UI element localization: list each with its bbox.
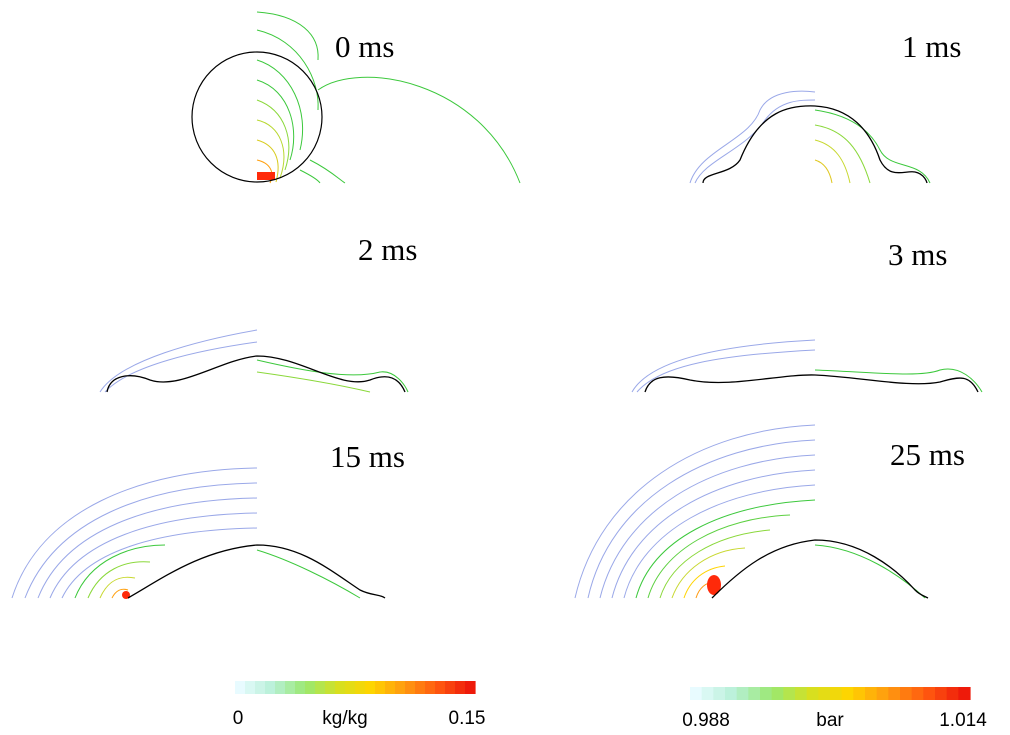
colorbar-swatch: [923, 687, 936, 700]
colorbar-swatch: [958, 687, 971, 700]
colorbar-swatch: [275, 681, 286, 694]
colorbar-swatches: [690, 687, 971, 700]
time-label: 0 ms: [335, 29, 394, 64]
colorbar-swatch: [445, 681, 456, 694]
colorbar-swatch: [888, 687, 901, 700]
colorbar-swatch: [295, 681, 306, 694]
colorbar-swatch: [911, 687, 924, 700]
colorbar-swatch: [701, 687, 714, 700]
colorbar-unit-label: kg/kg: [322, 708, 367, 729]
colorbar-swatches: [235, 681, 476, 694]
colorbar-swatch: [900, 687, 913, 700]
colorbar-swatch: [355, 681, 366, 694]
panel-25ms: 25 ms: [574, 424, 965, 599]
colorbar-swatch: [713, 687, 726, 700]
hot-spot: [257, 172, 275, 180]
colorbar-swatch: [748, 687, 761, 700]
colorbar-swatch: [946, 687, 959, 700]
vapor-contours: [74, 544, 361, 599]
colorbar-unit-label: bar: [816, 710, 844, 731]
time-label: 2 ms: [358, 232, 417, 267]
bubble-interface: [191, 51, 323, 183]
colorbar-swatch: [315, 681, 326, 694]
panel-1ms: 1 ms: [689, 29, 961, 184]
hot-spot: [122, 591, 130, 599]
colorbar-swatch: [365, 681, 376, 694]
colorbar-swatch: [690, 687, 703, 700]
colorbar-swatch: [385, 681, 396, 694]
bubble-interface: [711, 539, 929, 599]
colorbar-swatch: [395, 681, 406, 694]
colorbar-swatch: [345, 681, 356, 694]
time-label: 15 ms: [330, 439, 405, 474]
colorbar-swatch: [455, 681, 466, 694]
bubble-interface: [106, 355, 406, 393]
colorbar-swatch: [760, 687, 773, 700]
colorbar-max-label: 0.15: [449, 708, 486, 729]
panel-0ms: 0 ms: [191, 11, 521, 184]
colorbar-swatch: [865, 687, 878, 700]
colorbar-swatch: [771, 687, 784, 700]
panel-3ms: 3 ms: [631, 237, 983, 393]
colorbar-swatch: [375, 681, 386, 694]
time-label: 3 ms: [888, 237, 947, 272]
colorbar-pressure: 0.988 bar 1.014: [682, 687, 987, 731]
colorbar-swatch: [435, 681, 446, 694]
time-label: 25 ms: [890, 437, 965, 472]
colorbar-swatch: [265, 681, 276, 694]
colorbar-swatch: [245, 681, 256, 694]
colorbar-swatch: [405, 681, 416, 694]
colorbar-swatch: [935, 687, 948, 700]
colorbar-swatch: [285, 681, 296, 694]
colorbar-swatch: [325, 681, 336, 694]
colorbar-swatch: [876, 687, 889, 700]
pressure-contours: [631, 339, 816, 393]
bubble-interface: [644, 374, 979, 393]
colorbar-swatch: [795, 687, 808, 700]
colorbar-max-label: 1.014: [939, 710, 987, 731]
pressure-contours: [99, 329, 258, 393]
colorbar-min-label: 0.988: [682, 710, 730, 731]
colorbar-swatch: [415, 681, 426, 694]
colorbar-swatch: [830, 687, 843, 700]
colorbar-swatch: [818, 687, 831, 700]
colorbar-swatch: [465, 681, 476, 694]
colorbar-swatch: [235, 681, 246, 694]
bubble-interface: [702, 105, 928, 184]
time-label: 1 ms: [902, 29, 961, 64]
colorbar-swatch: [841, 687, 854, 700]
colorbar-swatch: [853, 687, 866, 700]
pressure-contours: [574, 424, 816, 599]
colorbar-swatch: [425, 681, 436, 694]
colorbar-swatch: [255, 681, 266, 694]
colorbar-swatch: [305, 681, 316, 694]
colorbar-min-label: 0: [233, 708, 244, 729]
panel-2ms: 2 ms: [99, 232, 417, 393]
colorbar-vapor: 0 kg/kg 0.15: [233, 681, 486, 729]
hot-spot: [707, 575, 721, 595]
colorbar-swatch: [806, 687, 819, 700]
colorbar-swatch: [736, 687, 749, 700]
vapor-contours: [814, 368, 983, 393]
panel-15ms: 15 ms: [11, 439, 405, 599]
vapor-contours: [256, 11, 521, 184]
colorbar-swatch: [783, 687, 796, 700]
bubble-interface: [127, 544, 386, 599]
colorbar-swatch: [335, 681, 346, 694]
pressure-contours: [11, 467, 258, 599]
vapor-contours: [814, 109, 931, 184]
vapor-contours: [256, 359, 409, 393]
colorbar-swatch: [725, 687, 738, 700]
